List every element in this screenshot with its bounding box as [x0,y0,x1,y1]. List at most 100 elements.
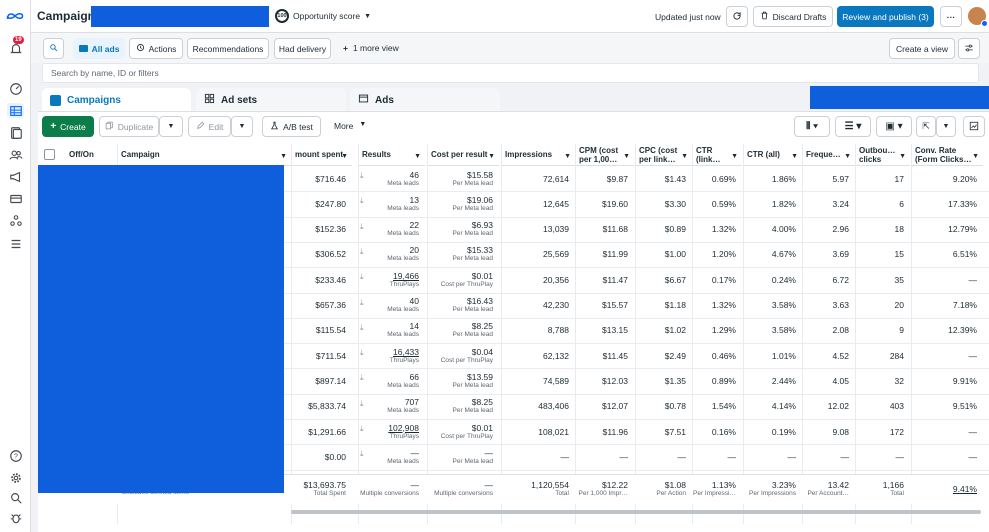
search-input[interactable]: Search by name, ID or filters [42,63,979,83]
refresh-button[interactable] [726,6,748,27]
table-row[interactable]: ⤓ $711.54 16,433 ThruPlays $0.04 Cost per Thr… [38,343,989,368]
header-cpc[interactable]: CPC (cost per link… ▼ [635,144,692,166]
dashboard-icon[interactable] [8,81,23,96]
breakdown-button[interactable]: ☰ ▾ [835,116,871,137]
cell-value[interactable]: 102,908 [388,422,419,433]
settings-gear-icon[interactable] [8,470,23,485]
search-toggle-button[interactable] [43,38,64,59]
table-row[interactable]: ⤓ $716.46 46 Meta leads $15.58 Per Meta lead 7… [38,166,989,191]
recommendations-filter[interactable]: Recommendations [187,38,269,59]
help-icon[interactable]: ? [8,448,23,463]
charts-button[interactable] [963,116,985,137]
header-select-all[interactable] [38,144,65,166]
cell-value: 42,230 [543,300,569,310]
column-divider [911,144,912,524]
table-row[interactable]: ⤓ $657.36 40 Meta leads $16.43 Per Meta lead 4… [38,293,989,318]
all-ads-filter[interactable]: All ads [73,38,125,59]
header-offon[interactable]: Off/On [65,144,117,166]
more-actions-button[interactable]: More ▼ [334,121,366,131]
header-impressions[interactable]: Impressions ▼ [501,144,575,166]
cell-cpc: $1.35 [634,368,692,393]
tab-ad-sets[interactable]: Ad sets [196,88,346,112]
trash-icon [760,11,769,22]
row-divider [38,191,989,193]
cell-freq: 5.97 [802,166,855,191]
header-cost-per-result[interactable]: Cost per result ▼ [427,144,499,166]
row-divider [38,343,989,345]
opportunity-score[interactable]: 100 Opportunity score ▼ [275,9,371,23]
search-icon[interactable] [8,490,23,505]
menu-icon[interactable] [8,236,23,251]
meta-logo-icon[interactable] [6,8,24,23]
tab-ads[interactable]: Ads [350,88,500,112]
tab-campaigns[interactable]: Campaigns [42,88,191,112]
notifications-icon[interactable]: 19 [8,36,24,56]
create-button[interactable]: + Create [42,116,94,137]
select-all-checkbox[interactable] [44,149,55,160]
header-outbound-clicks[interactable]: Outbou… clicks ▼ [855,144,910,166]
table-row[interactable]: ⤓ $1,291.66 102,908 ThruPlays $0.01 Cost per … [38,419,989,444]
column-divider [575,144,576,524]
actions-filter[interactable]: Actions [129,38,183,59]
cell-value: 17.33% [948,198,977,209]
bug-report-icon[interactable] [8,510,23,525]
header-campaign[interactable]: Campaign ▼ [117,144,291,166]
export-button[interactable]: ⇱ [916,116,936,137]
edit-button[interactable]: Edit [188,116,231,137]
cell-cpm: $19.60 [575,191,634,216]
discard-drafts-button[interactable]: Discard Drafts [753,6,833,27]
ab-test-button[interactable]: A/B test [262,116,321,137]
cell-subtext: Cost per ThruPlay [440,432,493,440]
cell-out: 35 [855,267,910,292]
duplicate-dropdown[interactable]: ▼ [159,116,183,137]
download-icon: ⤓ [360,272,364,282]
campaigns-table-icon[interactable] [7,103,24,118]
cell-subtext: Meta leads [387,230,419,238]
header-amount-spent[interactable]: mount spent ▼ [291,144,352,166]
create-view-button[interactable]: Create a view [889,38,955,59]
table-row[interactable]: ⤓ $152.36 22 Meta leads $6.93 Per Meta lead 13… [38,217,989,242]
header-ctr-link[interactable]: CTR (link… ▼ [692,144,742,166]
had-delivery-filter[interactable]: Had delivery [274,38,331,59]
columns-button[interactable]: ⦀ ▾ [794,116,830,137]
edit-dropdown[interactable]: ▼ [231,116,253,137]
table-row[interactable]: ⤓ $247.80 13 Meta leads $19.06 Per Meta lead 1… [38,191,989,216]
horizontal-scrollbar[interactable] [291,509,981,514]
export-icon: ⇱ [922,121,930,131]
cell-value: 20 [894,300,904,310]
avatar[interactable] [968,7,988,27]
cell-value[interactable]: 19,466 [393,270,419,281]
cell-value: $711.54 [315,350,346,361]
header-ctr-all[interactable]: CTR (all) ▼ [743,144,802,166]
table-row[interactable]: ⤓ $897.14 66 Meta leads $13.59 Per Meta lead 7… [38,368,989,393]
export-dropdown[interactable]: ▼ [936,116,956,137]
cell-value: $1.02 [664,325,686,336]
table-row[interactable]: ⤓ $233.46 19,466 ThruPlays $0.01 Cost per Thr… [38,267,989,292]
cell-freq: 3.69 [802,242,855,267]
business-settings-icon[interactable] [8,213,23,228]
header-results[interactable]: Results ▼ [358,144,425,166]
header-cpm[interactable]: CPM (cost per 1,00… ▼ [575,144,634,166]
cell-value: $716.46 [315,173,346,184]
megaphone-icon[interactable] [8,169,23,184]
cell-value: 22 [409,220,419,231]
table-row[interactable]: ⤓ $306.52 20 Meta leads $15.33 Per Meta lead 2… [38,242,989,267]
filter-settings-button[interactable] [958,38,980,59]
review-publish-button[interactable]: Review and publish (3) [837,6,934,27]
table-row[interactable]: ⤓ $115.54 14 Meta leads $8.25 Per Meta lead 8,… [38,318,989,343]
account-selector[interactable] [91,6,269,27]
pages-icon[interactable] [8,125,23,140]
billing-icon[interactable] [8,191,23,206]
more-options-button[interactable]: ··· [940,6,962,27]
duplicate-button[interactable]: Duplicate [99,116,159,137]
cell-value[interactable]: 16,433 [393,346,419,357]
reports-button[interactable]: ▣ ▾ [876,116,912,137]
more-view-filter[interactable]: + 1 more view [343,43,399,53]
audiences-icon[interactable] [8,147,23,162]
table-row[interactable]: ⤓ $0.00— Meta leads — Per Meta lead — — — — — — — — [38,444,989,469]
table-row[interactable]: ⤓ $5,833.74 707 Meta leads $8.25 Per Meta lea… [38,394,989,419]
header-conv-rate[interactable]: Conv. Rate (Form Clicks… ▼ [911,144,983,166]
cell-value: 12.39% [948,325,977,336]
header-frequency[interactable]: Freque… ▼ [802,144,855,166]
cell-value: 0.19% [771,426,796,437]
